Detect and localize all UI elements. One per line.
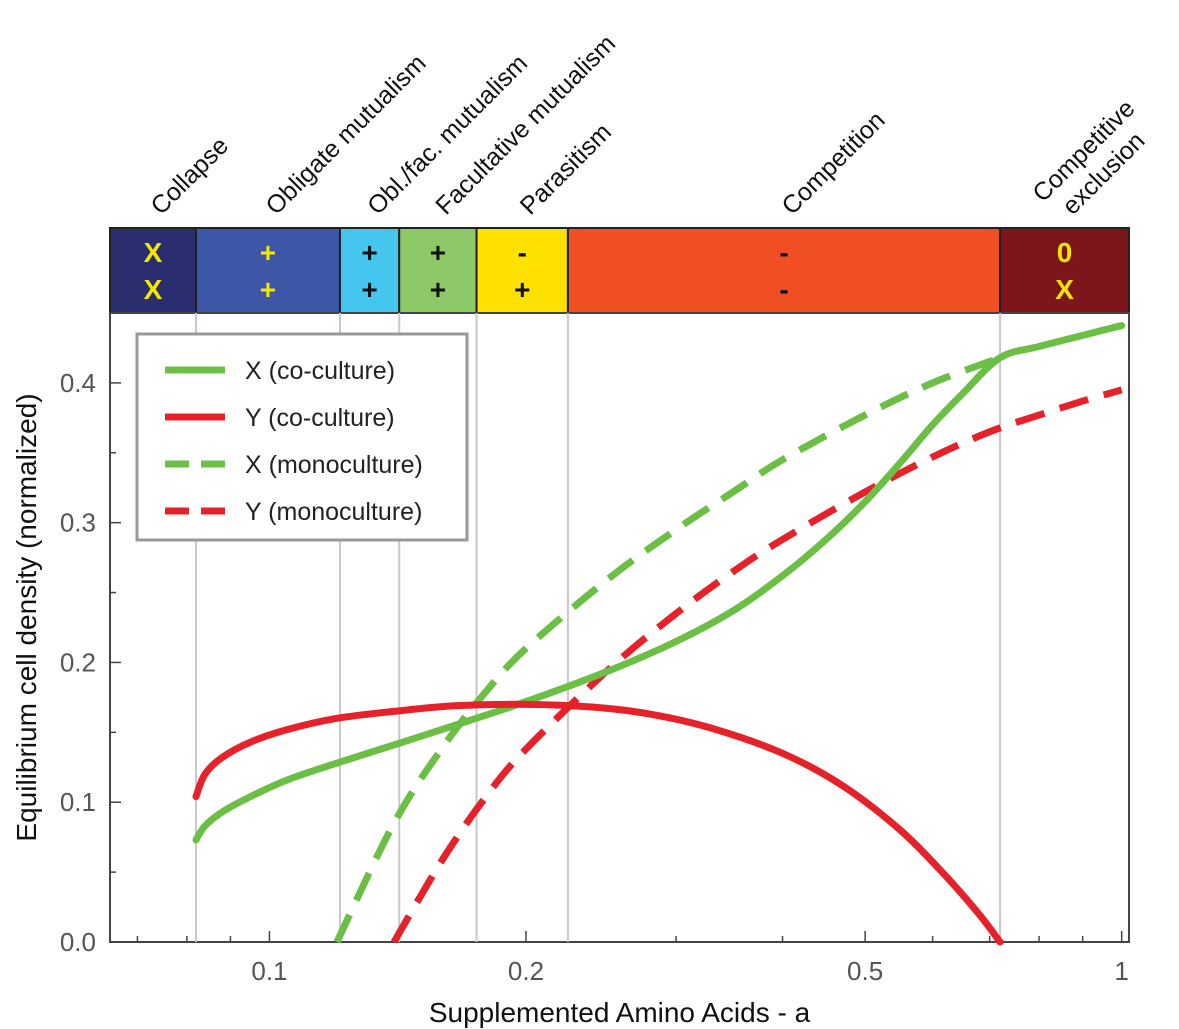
regime-sign: + — [260, 237, 276, 268]
y-tick-label: 0.3 — [60, 508, 96, 538]
regime-block — [999, 227, 1130, 314]
legend-label: X (co-culture) — [245, 357, 395, 385]
series-line-x-monoculture — [333, 354, 1002, 944]
regime-sign: + — [361, 274, 377, 305]
y-tick-label: 0.1 — [60, 787, 96, 817]
x-tick-label: 0.5 — [847, 956, 883, 986]
y-tick-label: 0.4 — [60, 368, 96, 398]
regime-block — [194, 227, 341, 314]
regime-sign: - — [518, 237, 527, 268]
y-axis-label: Equilibrium cell density (normalized) — [11, 393, 42, 841]
regime-sign: + — [514, 274, 530, 305]
regime-sign: + — [430, 237, 446, 268]
regime-sign: X — [1055, 274, 1074, 305]
legend-label: X (monoculture) — [245, 451, 423, 479]
x-tick-label: 1 — [1114, 956, 1128, 986]
x-axis-label: Supplemented Amino Acids - a — [429, 997, 811, 1028]
regime-sign: - — [779, 237, 788, 268]
regime-sign: + — [260, 274, 276, 305]
legend-label: Y (co-culture) — [245, 404, 395, 432]
regime-label: Competitiveexclusion — [1027, 94, 1161, 228]
x-tick-label: 0.2 — [508, 956, 544, 986]
regime-sign: + — [430, 274, 446, 305]
y-tick-label: 0.2 — [60, 647, 96, 677]
regime-sign: 0 — [1057, 237, 1073, 268]
series-line-x-co-culture — [192, 322, 1126, 844]
x-tick-label: 0.1 — [251, 956, 287, 986]
regime-label: Collapse — [145, 132, 234, 221]
regime-label: Competition — [776, 106, 890, 220]
regime-block — [109, 227, 197, 314]
regime-sign: + — [361, 237, 377, 268]
regime-sign: X — [144, 237, 163, 268]
regime-sign: - — [779, 274, 788, 305]
legend-label: Y (monoculture) — [245, 498, 422, 526]
regime-sign: X — [144, 274, 163, 305]
regime-block — [338, 227, 401, 314]
series-line-y-co-culture — [192, 700, 1004, 946]
plot-frame — [109, 312, 1130, 943]
y-tick-label: 0.0 — [60, 927, 96, 957]
series-line-y-monoculture — [390, 386, 1123, 944]
legend: X (co-culture) Y (co-culture) X (monocultu… — [135, 332, 469, 542]
